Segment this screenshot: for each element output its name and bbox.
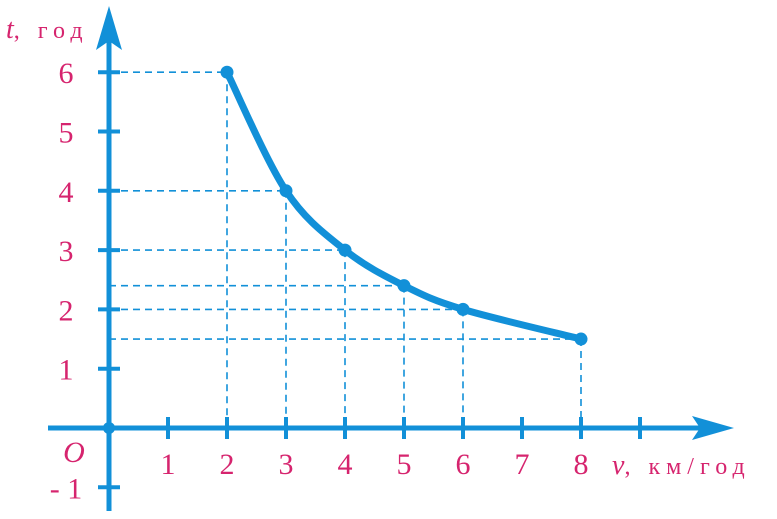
data-point [279,184,293,198]
y-tick-label: - 1 [50,472,83,505]
series-curve [223,68,585,343]
axes [48,6,734,511]
y-axis-title: t, год [6,14,89,45]
x-axis-unit: , км/год [624,454,750,480]
tick-labels: 1 2 3 4 5 6 7 8 - 1 1 2 3 4 5 6 [50,57,589,505]
x-axis-title: v, км/год [612,450,751,481]
data-point [574,332,588,346]
data-point [397,279,411,293]
data-point [338,243,352,257]
x-axis-var: v [612,450,625,481]
y-tick-label: 2 [59,294,74,327]
y-tick-label: 4 [59,176,74,209]
x-tick-label: 8 [574,448,589,481]
x-tick-label: 4 [338,448,353,481]
projection-lines [109,71,582,428]
origin-label: O [63,436,85,469]
y-axis-unit: , год [14,18,89,44]
x-tick-label: 1 [161,448,176,481]
origin-point [103,422,115,434]
x-axis-arrow [692,416,734,440]
y-tick-label: 5 [59,117,74,150]
x-tick-label: 7 [515,448,530,481]
x-tick-label: 2 [220,448,235,481]
y-axis-arrow [96,6,122,50]
x-tick-label: 3 [279,448,294,481]
data-points [220,65,588,346]
y-axis-var: t [6,14,15,45]
x-tick-label: 5 [397,448,412,481]
data-point [456,302,470,316]
y-tick-label: 3 [59,235,74,268]
data-point [220,65,234,79]
y-tick-label: 6 [59,57,74,90]
x-tick-label: 6 [456,448,471,481]
axis-ticks [98,70,642,490]
y-tick-label: 1 [59,354,74,387]
